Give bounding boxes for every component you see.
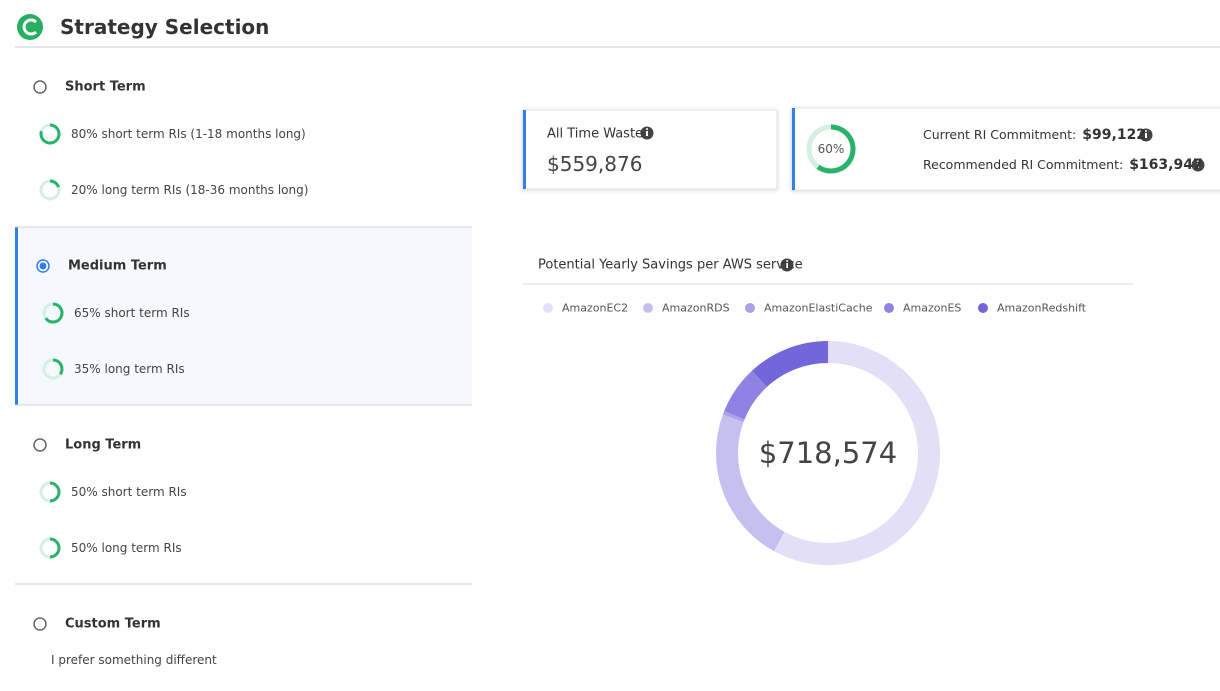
option-item: 50% long term RIs [71, 541, 182, 555]
option-ring [49, 179, 60, 188]
legend-swatch [543, 303, 553, 313]
commitment-gauge [816, 124, 856, 174]
legend-label: AmazonElastiCache [764, 301, 873, 315]
option-item: 35% long term RIs [74, 362, 185, 376]
option-item: 20% long term RIs (18-36 months long) [71, 183, 309, 197]
option-item: 65% short term RIs [74, 306, 190, 320]
selected-panel [15, 227, 472, 405]
donut-total: $718,574 [758, 436, 898, 470]
legend-swatch [745, 303, 755, 313]
info-icon-dot [786, 260, 788, 262]
option-item: 80% short term RIs (1-18 months long) [71, 127, 306, 141]
info-icon-dot [1145, 130, 1147, 132]
card-value: $559,876 [547, 152, 643, 176]
page-title: Strategy Selection [60, 15, 270, 39]
option-label: Custom Term [65, 616, 161, 632]
option-ring [49, 537, 61, 559]
gauge-label: 60% [817, 142, 845, 156]
option-item: 50% short term RIs [71, 485, 187, 499]
info-icon-glyph [1197, 163, 1199, 168]
info-icon-glyph [786, 263, 788, 268]
option-label: Short Term [65, 79, 146, 95]
option-ring [52, 358, 64, 376]
card-accent [523, 110, 526, 189]
legend-label: AmazonRedshift [997, 301, 1087, 315]
card-title: All Time Waste [547, 126, 644, 142]
commitment-card [791, 107, 1220, 191]
donut-segment [716, 414, 785, 552]
option-ring [44, 302, 64, 324]
radio[interactable] [33, 617, 47, 631]
commitment-row: Recommended RI Commitment: $163,947 [923, 157, 1203, 173]
radio[interactable] [33, 438, 47, 452]
option-label: Medium Term [68, 258, 167, 274]
commitment-text: $163,947 [1129, 157, 1203, 173]
logo-mark [22, 18, 38, 36]
selected-accent [15, 227, 18, 405]
info-icon-dot [1197, 160, 1199, 162]
option-ring [39, 123, 61, 145]
commitment-text: Recommended RI Commitment: [923, 157, 1124, 172]
legend-label: AmazonEC2 [562, 301, 629, 315]
commitment-row: Current RI Commitment: $99,122 [923, 127, 1146, 143]
option-ring [49, 481, 61, 503]
chart-title: Potential Yearly Savings per AWS service [538, 257, 803, 273]
logo [17, 14, 43, 40]
legend-swatch [884, 303, 894, 313]
waste-card [522, 109, 778, 190]
info-icon-dot [646, 128, 648, 130]
donut-segment [722, 411, 745, 422]
commitment-text: Current RI Commitment: [923, 127, 1077, 142]
legend-swatch [978, 303, 988, 313]
radio-dot [39, 262, 47, 270]
legend-label: AmazonRDS [662, 301, 730, 315]
commitment-text: $99,122 [1082, 127, 1147, 143]
legend-swatch [643, 303, 653, 313]
donut-segment [774, 341, 940, 565]
radio[interactable] [33, 80, 47, 94]
option-description: I prefer something different [51, 653, 217, 667]
donut-segment [724, 370, 768, 420]
legend-label: AmazonES [903, 301, 962, 315]
info-icon-glyph [646, 131, 648, 136]
option-label: Long Term [65, 437, 142, 453]
info-icon-glyph [1145, 133, 1147, 138]
donut-segment [751, 341, 829, 388]
card-accent [792, 108, 795, 190]
